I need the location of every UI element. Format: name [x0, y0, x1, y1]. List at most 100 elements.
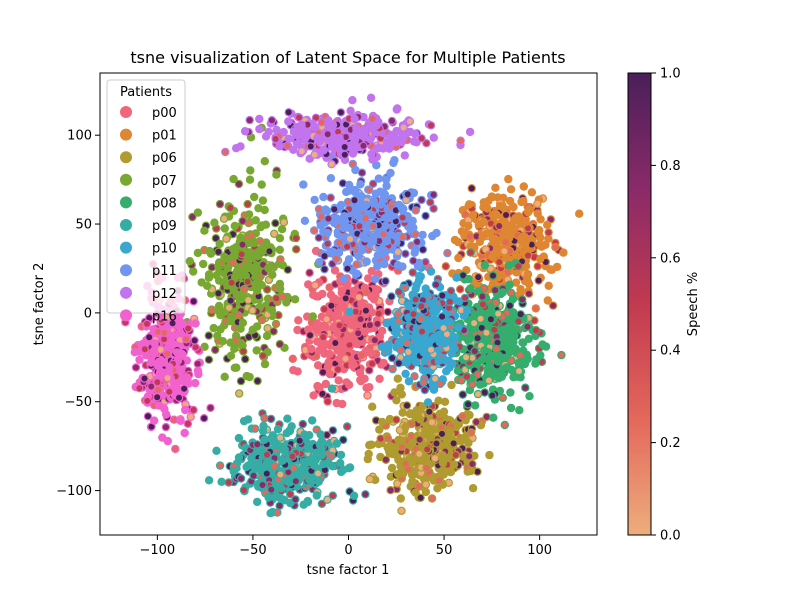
point-inner — [366, 186, 373, 193]
point-inner — [474, 335, 481, 342]
point — [272, 170, 281, 179]
point — [531, 359, 540, 368]
point-inner — [399, 298, 406, 304]
point-inner — [515, 318, 522, 325]
point — [234, 266, 243, 275]
point-inner — [325, 215, 332, 222]
point-inner — [342, 355, 349, 362]
point-inner — [442, 263, 449, 270]
point-inner — [332, 340, 339, 346]
point-inner — [299, 421, 306, 428]
point-inner — [433, 281, 439, 288]
point-inner — [370, 222, 377, 229]
point — [538, 340, 547, 349]
point-inner — [483, 413, 490, 420]
point-inner — [320, 369, 326, 376]
point-inner — [508, 357, 515, 364]
point — [420, 366, 429, 376]
point-inner — [245, 297, 252, 303]
point — [408, 216, 417, 225]
point — [230, 221, 239, 231]
point-inner — [327, 194, 334, 201]
point-inner — [531, 254, 538, 260]
point — [375, 374, 384, 383]
point-inner — [458, 307, 465, 314]
point-inner — [347, 235, 353, 242]
point — [506, 388, 515, 397]
point — [524, 207, 533, 217]
point-inner — [492, 287, 499, 294]
point — [185, 257, 194, 266]
point-inner — [370, 180, 377, 187]
point — [454, 253, 463, 263]
point — [330, 266, 340, 275]
point — [374, 174, 383, 183]
point — [448, 340, 457, 349]
point — [385, 449, 394, 458]
point-inner — [351, 197, 358, 204]
point — [260, 157, 269, 166]
point-inner — [316, 206, 322, 213]
point — [321, 379, 330, 389]
point-inner — [534, 263, 541, 270]
point-inner — [479, 301, 486, 308]
point-inner — [499, 394, 506, 401]
point-inner — [312, 282, 319, 289]
point-inner — [264, 286, 271, 293]
point — [213, 331, 222, 341]
point — [246, 248, 255, 257]
point-inner — [324, 496, 331, 503]
point — [390, 388, 399, 397]
point — [504, 323, 513, 332]
point-inner — [439, 292, 446, 299]
point-inner — [241, 286, 248, 293]
point-inner — [266, 248, 273, 255]
point-inner — [229, 259, 236, 266]
point — [204, 476, 214, 485]
point-inner — [462, 366, 469, 373]
point — [336, 458, 345, 468]
point-inner — [487, 316, 494, 323]
point-inner — [376, 238, 383, 244]
point-inner — [392, 207, 399, 214]
point — [378, 326, 387, 336]
point — [474, 220, 483, 229]
series-p06 — [363, 374, 494, 515]
point — [300, 216, 310, 225]
point — [468, 210, 478, 220]
point — [238, 318, 248, 327]
point-inner — [329, 492, 336, 499]
point — [364, 274, 373, 283]
point — [514, 358, 523, 368]
point — [325, 370, 335, 379]
point — [402, 355, 412, 364]
point — [447, 380, 456, 390]
point-inner — [405, 466, 412, 473]
point-inner — [209, 264, 215, 271]
point-inner — [485, 377, 492, 384]
point — [257, 180, 266, 189]
point-inner — [535, 277, 542, 284]
point — [244, 210, 254, 219]
point — [541, 240, 550, 249]
point-inner — [329, 260, 336, 267]
point — [305, 475, 314, 485]
point-inner — [403, 197, 410, 204]
point — [465, 410, 474, 420]
point — [354, 252, 363, 261]
point — [401, 369, 410, 378]
point — [392, 323, 401, 332]
point — [246, 166, 255, 175]
point — [260, 359, 270, 369]
point-inner — [466, 453, 473, 460]
point — [212, 446, 221, 455]
point — [470, 310, 479, 319]
point — [399, 204, 408, 213]
point-inner — [419, 328, 425, 335]
point — [478, 232, 487, 242]
point — [367, 267, 376, 276]
point — [394, 338, 403, 348]
point-inner — [346, 341, 353, 348]
point — [337, 286, 347, 295]
point — [310, 461, 319, 470]
